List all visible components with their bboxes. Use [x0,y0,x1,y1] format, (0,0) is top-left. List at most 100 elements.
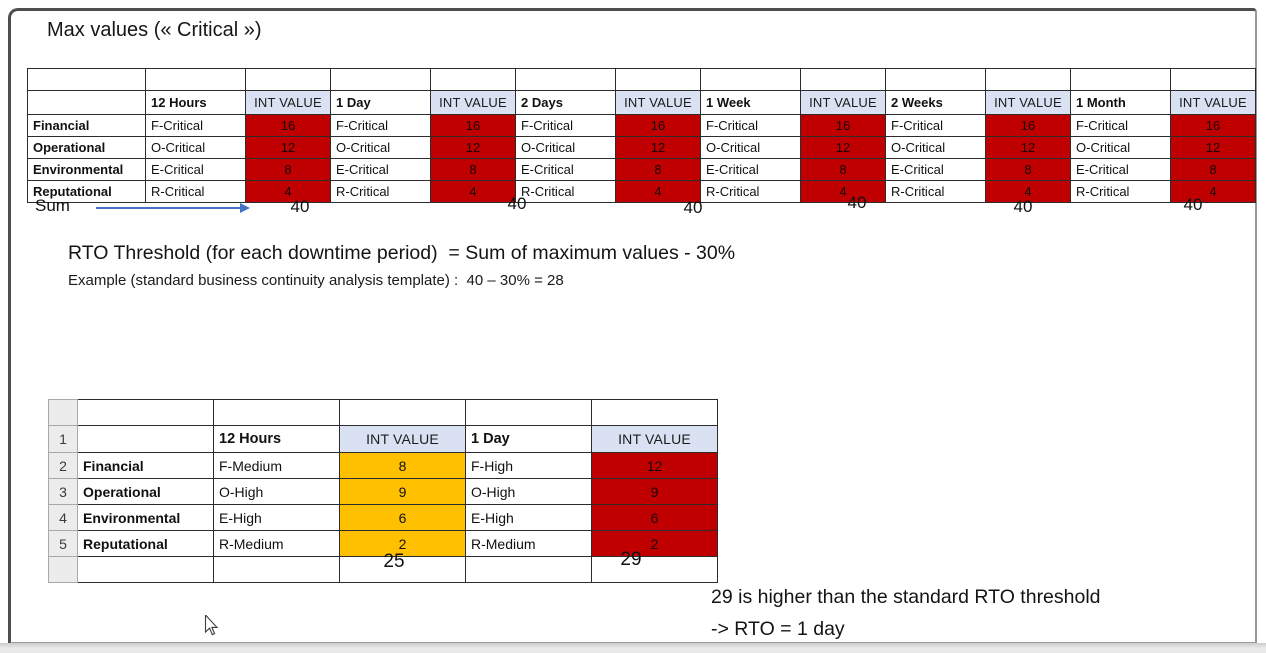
int-value-header: INT VALUE [245,90,331,115]
int-value-cell: 12 [245,136,331,159]
sum-value: 40 [507,194,527,213]
int-value-cell: 16 [985,114,1071,137]
int-value-cell: 12 [985,136,1071,159]
category-cell: Operational [77,478,214,505]
rto-example-line: Example (standard business continuity an… [68,272,564,289]
sum-arrow-head-icon [240,203,250,213]
rating-cell: O-Critical [515,136,616,159]
int-value-header: INT VALUE [1170,90,1256,115]
rating-cell: R-Critical [330,180,431,203]
rating-cell: R-Critical [145,180,246,203]
int-value-header: INT VALUE [339,425,466,453]
int-value-cell: 2 [591,530,718,557]
rating-cell: R-Medium [465,530,592,557]
rating-cell: E-Critical [330,158,431,181]
table1-row: Environmental E-Critical 8 E-Critical 8 E-Cri… [27,158,1256,181]
table1-row: Operational O-Critical 12 O-Critical 12 O-Cri… [27,136,1256,159]
rating-cell: E-Critical [700,158,801,181]
period-header: 12 Hours [213,425,340,453]
slide-title: Max values (« Critical ») [47,19,262,41]
cutoff-row-cell [213,556,340,583]
cutoff-row-cell [591,399,718,426]
int-value-cell: 16 [245,114,331,137]
period-header: 1 Day [465,425,592,453]
period-header: 2 Weeks [885,90,986,115]
cutoff-row-cell [985,68,1071,91]
int-value-cell: 12 [591,452,718,479]
period-header: 2 Days [515,90,616,115]
period-header: 1 Week [700,90,801,115]
rating-cell: F-Critical [700,114,801,137]
rating-cell: F-Critical [330,114,431,137]
row-number-cutoff [48,556,78,583]
cutoff-row-cell [615,68,701,91]
example-analysis-table: 1 12 Hours INT VALUE 1 Day INT VALUE 2 Financi… [48,399,718,583]
sum-value: 40 [847,193,867,212]
int-value-cell: 16 [800,114,886,137]
table2-row: 4 Environmental E-High 6 E-High 6 [48,504,718,531]
table1-corner-cell [27,90,146,115]
rating-cell: O-Critical [885,136,986,159]
int-value-cell: 8 [800,158,886,181]
sum-label: Sum [35,196,70,215]
sum-value: 40 [683,198,703,217]
int-value-cell: 8 [615,158,701,181]
rating-cell: O-Critical [330,136,431,159]
sum-12-hours: 25 [383,551,405,572]
int-value-cell: 4 [985,180,1071,203]
int-value-cell: 6 [591,504,718,531]
rto-threshold-line: RTO Threshold (for each downtime period)… [68,242,736,264]
rating-cell: F-Critical [1070,114,1171,137]
cutoff-row-cell [213,399,340,426]
cutoff-row-cell [515,68,616,91]
rating-cell: E-Critical [1070,158,1171,181]
int-value-cell: 12 [1170,136,1256,159]
category-cell: Financial [77,452,214,479]
table2-corner-cell [77,425,214,453]
int-value-cell: 8 [245,158,331,181]
rating-cell: R-Medium [213,530,340,557]
rating-cell: R-Critical [700,180,801,203]
rating-cell: O-High [465,478,592,505]
sum-1-day: 29 [620,549,642,570]
int-value-cell: 8 [1170,158,1256,181]
row-number: 4 [48,504,78,531]
rating-cell: R-Critical [1070,180,1171,203]
int-value-cell: 12 [430,136,516,159]
cutoff-row-cell [800,68,886,91]
rating-cell: O-High [213,478,340,505]
row-number: 3 [48,478,78,505]
period-header: 12 Hours [145,90,246,115]
int-value-cell: 4 [615,180,701,203]
table1-row: Financial F-Critical 16 F-Critical 16 F-Criti… [27,114,1256,137]
int-value-cell: 9 [591,478,718,505]
rating-cell: R-Critical [515,180,616,203]
cutoff-row-cell [245,68,331,91]
int-value-cell: 4 [430,180,516,203]
table1-row: Reputational R-Critical 4 R-Critical 4 R-Crit… [27,180,1256,203]
int-value-cell: 8 [339,452,466,479]
conclusion-text: 29 is higher than the standard RTO thres… [711,581,1101,645]
int-value-cell: 16 [1170,114,1256,137]
rating-cell: E-Critical [145,158,246,181]
screen-bottom-strip [0,643,1266,653]
cutoff-row-cell [339,556,466,583]
rating-cell: O-Critical [145,136,246,159]
sum-value: 40 [290,197,310,216]
rating-cell: F-Critical [145,114,246,137]
int-value-header: INT VALUE [615,90,701,115]
sum-value: 40 [1013,197,1033,216]
mouse-cursor-icon [204,615,219,636]
category-cell: Reputational [27,180,146,203]
cutoff-row-cell [885,68,986,91]
category-cell: Reputational [77,530,214,557]
category-cell: Operational [27,136,146,159]
int-value-cell: 8 [430,158,516,181]
category-cell: Environmental [77,504,214,531]
cutoff-row-cell [77,556,214,583]
cutoff-row-cell [27,68,146,91]
int-value-cell: 12 [800,136,886,159]
int-value-cell: 12 [615,136,701,159]
row-number-cutoff [48,399,78,426]
cutoff-row-cell [339,399,466,426]
